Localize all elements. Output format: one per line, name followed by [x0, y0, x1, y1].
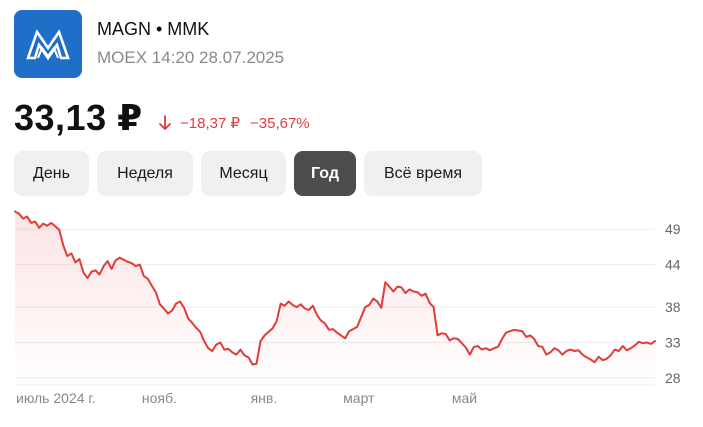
- exchange-timestamp: MOEX 14:20 28.07.2025: [97, 48, 285, 67]
- tab-all-time[interactable]: Всё время: [364, 151, 482, 196]
- current-price: 33,13 ₽: [14, 97, 143, 138]
- mmk-logo-icon: [26, 29, 70, 60]
- period-tabs: День Неделя Месяц Год Всё время: [14, 151, 482, 196]
- y-tick-label: 33: [665, 335, 681, 351]
- x-tick-label: июль 2024 г.: [16, 390, 96, 406]
- change-percent: −35,67%: [250, 114, 310, 132]
- change-absolute: −18,37 ₽: [180, 115, 241, 132]
- tab-day[interactable]: День: [14, 151, 89, 196]
- ticker-title: MAGN • MMK: [97, 19, 210, 39]
- x-tick-label: март: [343, 390, 375, 406]
- x-tick-label: янв.: [251, 390, 278, 406]
- y-tick-label: 49: [665, 221, 681, 237]
- y-axis-ticks: 49 44 38 33 28: [665, 221, 681, 386]
- arrow-down-icon: [159, 115, 171, 130]
- price-chart: 49 44 38 33 28 июль 2024 г. нояб. янв. март май: [14, 210, 681, 406]
- y-tick-label: 44: [665, 257, 681, 273]
- y-tick-label: 28: [665, 370, 681, 386]
- price-area-fill: [15, 211, 655, 385]
- price-line: [14, 210, 656, 366]
- company-logo: [14, 10, 82, 78]
- x-tick-label: нояб.: [142, 390, 177, 406]
- x-axis-ticks: июль 2024 г. нояб. янв. март май: [16, 390, 477, 406]
- y-tick-label: 38: [665, 299, 681, 315]
- tab-month[interactable]: Месяц: [201, 151, 286, 196]
- price-change: −18,37 ₽ −35,67%: [158, 114, 310, 132]
- tab-week[interactable]: Неделя: [97, 151, 193, 196]
- tab-year[interactable]: Год: [294, 151, 356, 196]
- x-tick-label: май: [452, 390, 477, 406]
